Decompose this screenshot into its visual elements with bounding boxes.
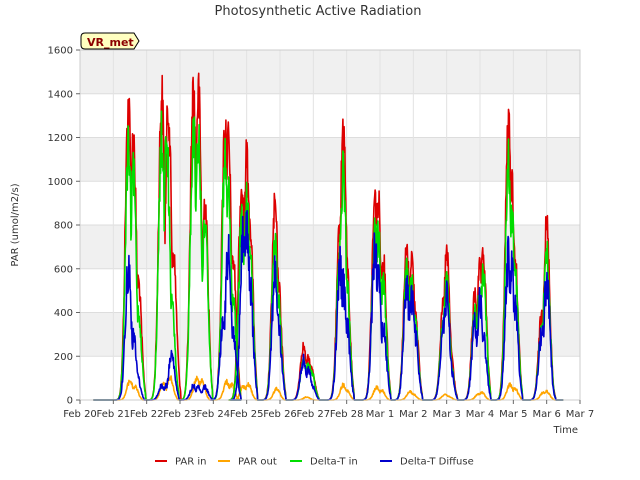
legend: PAR in PAR out Delta-T in Delta-T Diffuse [155,457,474,468]
y-tick-label: 1400 [48,89,73,100]
y-tick-label: 1000 [48,177,73,188]
legend-entry: PAR out [238,457,277,468]
y-tick-label: 800 [54,221,73,232]
grid-band [80,312,580,357]
y-tick-label: 1600 [48,46,73,57]
x-tick-label: Mar 5 [499,409,527,420]
badge-background [80,32,140,50]
legend-entry: Delta-T in [310,457,358,468]
x-tick-label: Mar 7 [566,409,594,420]
x-tick-label: Mar 6 [532,409,560,420]
x-tick-label: Feb 23 [163,409,197,420]
x-tick-label: Feb 28 [330,409,364,420]
x-tick-label: Mar 4 [466,409,494,420]
y-tick-label: 600 [54,264,73,275]
y-tick-label: 1200 [48,133,73,144]
x-tick-label: Feb 26 [263,409,297,420]
x-tick-label: Mar 1 [366,409,394,420]
x-tick-label: Feb 27 [297,409,331,420]
y-tick-label: 400 [54,308,73,319]
grid-band [80,137,580,182]
y-axis-ticks: 0 200 400 600 800 1000 1200 1400 1600 [48,46,80,407]
station-badge: VR_met [80,32,140,50]
grid-band [80,50,580,94]
grid-band [80,356,580,400]
grid-band [80,93,580,138]
series-line-delta-t-diffuse [93,209,564,401]
x-tick-label: Feb 22 [130,409,164,420]
x-axis-ticks: Feb 20 Feb 21 Feb 22 Feb 23 Feb 24 Feb 25 Feb … [63,400,594,420]
badge-label: VR_met [87,36,134,49]
x-axis-label: Time [553,425,578,436]
legend-entry: PAR in [175,457,206,468]
y-tick-label: 200 [54,352,73,363]
x-tick-label: Feb 21 [97,409,131,420]
x-tick-label: Feb 20 [63,409,97,420]
grid-band [80,225,580,269]
x-tick-label: Mar 3 [432,409,460,420]
y-tick-label: 0 [67,396,73,407]
chart-title: Photosynthetic Active Radiation [215,4,422,19]
x-tick-label: Feb 24 [197,409,231,420]
x-tick-label: Mar 2 [399,409,427,420]
y-axis-label: PAR (umol/m2/s) [10,183,21,266]
x-tick-label: Feb 25 [230,409,264,420]
grid-band [80,268,580,313]
legend-entry: Delta-T Diffuse [400,457,474,468]
